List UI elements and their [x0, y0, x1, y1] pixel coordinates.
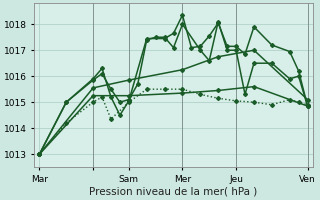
X-axis label: Pression niveau de la mer( hPa ): Pression niveau de la mer( hPa ) [89, 187, 258, 197]
